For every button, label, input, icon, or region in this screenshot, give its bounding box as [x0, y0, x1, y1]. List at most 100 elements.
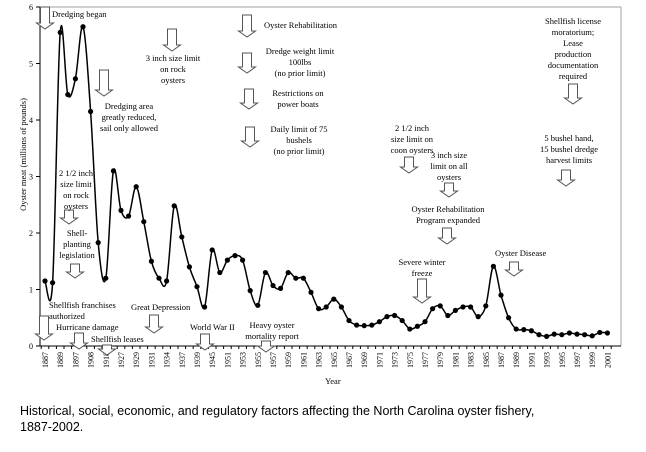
data-point	[262, 269, 268, 276]
data-point	[574, 331, 580, 337]
data-point	[217, 269, 223, 276]
arrow-oyster-disease-icon	[503, 261, 525, 277]
annotation-harvest-limits: 5 bushel hand, 15 bushel dredge harvest …	[539, 133, 599, 165]
data-point	[582, 332, 588, 338]
data-point	[445, 312, 451, 319]
data-point	[308, 289, 314, 295]
x-tick-label: 1937	[178, 352, 187, 368]
x-tick-label: 1953	[239, 352, 248, 368]
y-axis-title: Oyster meat (millions of pounds)	[18, 98, 28, 211]
data-point	[452, 307, 458, 314]
x-tick-label: 1908	[87, 352, 96, 368]
annotation-great-depression: Great Depression	[131, 302, 191, 312]
x-tick-label: 1995	[558, 352, 567, 368]
x-tick-label: 1961	[299, 352, 308, 368]
x-tick-label: 1934	[163, 352, 172, 368]
data-point	[164, 278, 170, 284]
x-tick-label: 1959	[284, 352, 293, 368]
data-point	[513, 326, 519, 332]
arrow-winter-freeze-icon	[411, 278, 433, 304]
data-point	[133, 184, 139, 190]
x-tick-label: 1927	[117, 352, 126, 368]
data-point	[278, 285, 284, 291]
x-tick-label: 1981	[451, 352, 460, 368]
data-point	[475, 314, 481, 320]
annotation-dredging-reduced: Dredging area greatly reduced, sail only…	[99, 101, 159, 133]
data-point	[506, 315, 512, 321]
annotation-arrows	[33, 6, 584, 356]
arrow-shell-planting-icon	[64, 263, 86, 279]
x-tick-label: 1975	[406, 352, 415, 368]
data-point	[392, 312, 398, 319]
data-point	[224, 257, 230, 263]
figure-caption: Historical, social, economic, and regula…	[20, 403, 620, 435]
y-tick-label: 1	[29, 286, 33, 295]
data-point	[437, 303, 443, 309]
x-tick-label: 2001	[603, 352, 612, 368]
data-point	[57, 29, 63, 36]
data-point	[376, 319, 382, 325]
arrow-harvest-limits-icon	[555, 169, 577, 187]
data-point	[247, 288, 253, 294]
data-point	[361, 323, 367, 329]
data-point	[407, 326, 413, 332]
data-point	[118, 207, 124, 213]
axes: 0 1 2 3 4 5 6 1887 1889 1897 1908 1918 1927 1929 1931 1…	[18, 3, 622, 386]
x-tick-label: 1999	[588, 352, 597, 368]
data-point	[194, 284, 200, 290]
annotation-three-inch-all: 3 inch size limit on all oysters	[430, 150, 468, 182]
arrow-dredge-weight-icon	[236, 52, 258, 74]
x-tick-label: 1991	[527, 352, 536, 368]
data-point	[126, 213, 132, 219]
data-point	[285, 269, 291, 276]
arrow-dredging-began-icon	[34, 6, 56, 30]
caption-line-1: Historical, social, economic, and regula…	[20, 404, 535, 418]
data-point	[110, 168, 116, 174]
data-point	[589, 333, 595, 339]
arrow-three-inch-all-icon	[438, 182, 460, 198]
data-point	[240, 257, 246, 263]
data-point	[422, 319, 428, 325]
data-point	[316, 306, 322, 312]
data-point	[209, 247, 215, 253]
data-point	[293, 275, 299, 281]
data-point	[559, 332, 565, 338]
x-tick-label: 1945	[208, 352, 217, 368]
data-point	[148, 258, 154, 264]
data-point	[399, 317, 405, 324]
data-point	[95, 240, 101, 246]
x-tick-label: 1918	[102, 352, 111, 368]
x-tick-label: 1955	[254, 352, 263, 368]
x-tick-label: 1987	[497, 352, 506, 368]
annotation-world-war-ii: World War II	[190, 322, 235, 332]
x-tick-label: 1983	[467, 352, 476, 368]
data-point	[551, 331, 557, 337]
x-tick-label: 1889	[56, 352, 65, 368]
data-point	[384, 314, 390, 320]
x-axis-title: Year	[325, 376, 341, 386]
data-point	[338, 304, 344, 310]
data-point	[179, 234, 185, 240]
x-tick-label: 1967	[345, 352, 354, 368]
series-line	[42, 24, 611, 339]
arrow-license-moratorium-icon	[562, 83, 584, 105]
arrow-world-war-ii-icon	[194, 333, 216, 351]
x-tick-label: 1965	[330, 352, 339, 368]
data-point	[331, 296, 337, 302]
arrow-hurricane-icon	[68, 332, 90, 350]
x-tick-label: 1957	[269, 352, 278, 368]
arrow-coon-oysters-icon	[398, 156, 420, 174]
data-point	[232, 253, 238, 259]
data-point	[270, 282, 276, 289]
data-point	[354, 322, 360, 328]
x-tick-label: 1997	[573, 352, 582, 368]
data-point	[498, 292, 504, 298]
x-tick-label: 1971	[375, 352, 384, 368]
annotation-dredging-began: Dredging began	[52, 9, 107, 19]
x-tick-label: 1977	[421, 352, 430, 368]
annotation-rehab-expanded: Oyster Rehabilitation Program expanded	[411, 204, 485, 225]
y-tick-label: 2	[29, 229, 33, 238]
annotation-oyster-disease: Oyster Disease	[495, 248, 547, 258]
arrow-shellfish-franchises-icon	[33, 315, 55, 341]
caption-line-2: 1887-2002.	[20, 420, 84, 434]
